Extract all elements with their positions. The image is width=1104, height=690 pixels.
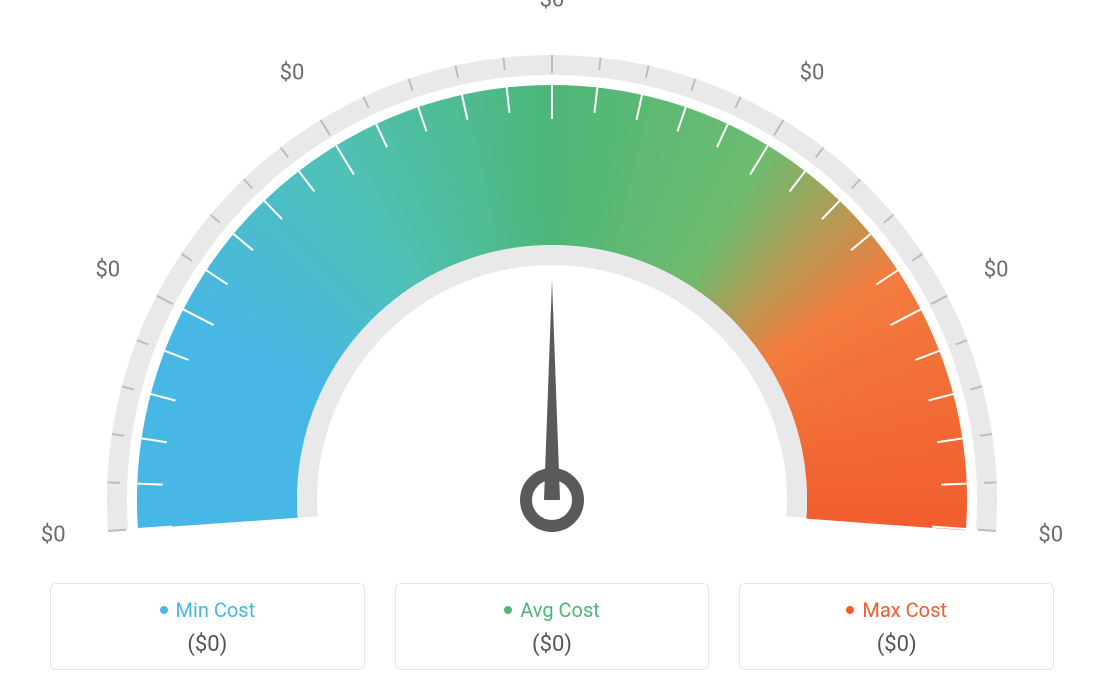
gauge-chart: $0 $0 $0 $0 $0 $0 $0 [0,0,1104,555]
gauge-scale-label: $0 [41,522,66,547]
legend-title-avg: Avg Cost [504,598,600,622]
gauge-scale-label: $0 [984,258,1009,283]
legend-row: Min Cost ($0) Avg Cost ($0) Max Cost ($0… [50,583,1054,670]
gauge-svg [0,0,1104,555]
legend-card-max: Max Cost ($0) [739,583,1054,670]
gauge-scale-label: $0 [280,60,305,85]
legend-label-min: Min Cost [176,598,256,622]
gauge-scale-label: $0 [800,60,825,85]
legend-dot-min [160,606,168,614]
legend-value-avg: ($0) [406,632,699,657]
gauge-scale-label: $0 [1038,522,1063,547]
legend-card-avg: Avg Cost ($0) [395,583,710,670]
gauge-scale-label: $0 [95,258,120,283]
legend-title-min: Min Cost [160,598,256,622]
legend-dot-max [846,606,854,614]
legend-value-max: ($0) [750,632,1043,657]
legend-label-avg: Avg Cost [520,598,600,622]
legend-title-max: Max Cost [846,598,947,622]
legend-label-max: Max Cost [862,598,947,622]
legend-dot-avg [504,606,512,614]
legend-card-min: Min Cost ($0) [50,583,365,670]
legend-value-min: ($0) [61,632,354,657]
gauge-scale-label: $0 [540,0,565,13]
